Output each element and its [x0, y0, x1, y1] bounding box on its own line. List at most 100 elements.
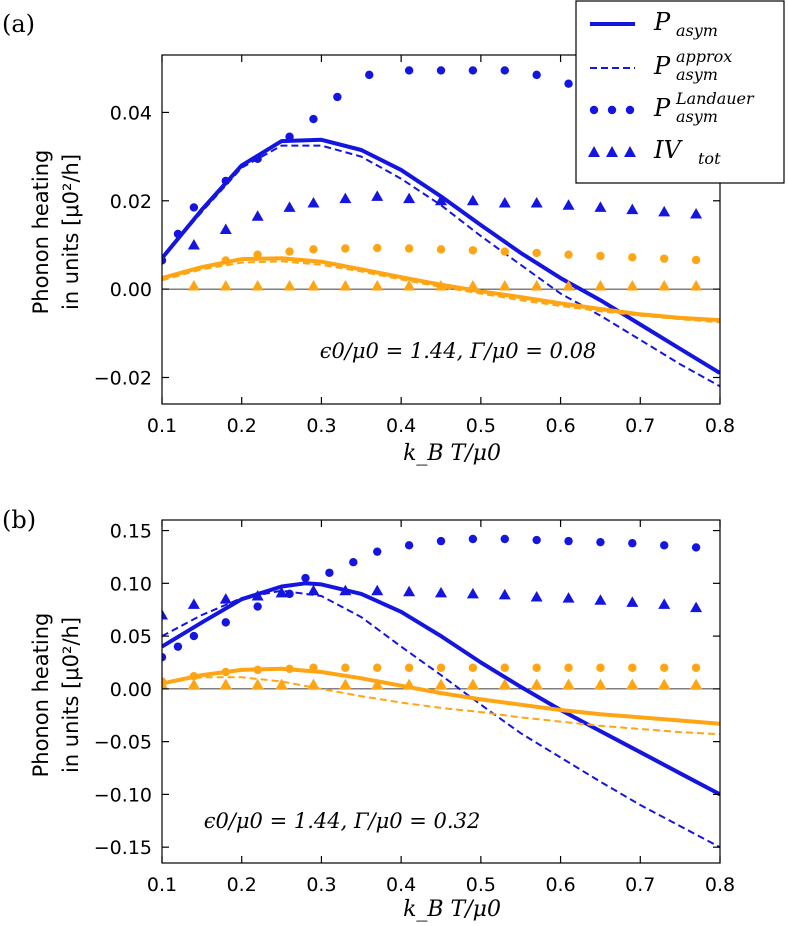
panel-a-series-blue-dots-point	[162, 256, 167, 265]
panel-a-series-blue-dots-point	[253, 154, 262, 164]
legend-item-dots: P Landauer asym	[589, 89, 755, 126]
panel-a-series-blue-dots-point	[173, 229, 183, 239]
panel-b-ylabel-line1: Phonon heating	[29, 613, 53, 778]
panel-b-series-orange-triangles-point	[251, 678, 264, 690]
panel-b-xtick-label: 0.2	[227, 874, 257, 896]
panel-a-series-blue-triangles-point	[251, 210, 264, 221]
panel-b-xtick-label: 0.5	[466, 874, 496, 896]
panel-a-series-orange-dots-point	[532, 248, 541, 258]
panel-b-series-blue-dots-point	[301, 573, 310, 583]
panel-b-series-orange-triangles-point	[594, 678, 607, 690]
panel-b-series-blue-triangles-point	[403, 585, 416, 597]
legend-label-sup: Landauer	[675, 89, 755, 108]
panel-b-series-orange-dots-point	[373, 663, 382, 672]
panel-a-xtick-label: 0.3	[306, 415, 336, 437]
panel-b-series-orange-dots-point	[341, 663, 350, 672]
panel-b-series-blue-dots-point	[404, 541, 414, 550]
panel-a-series-blue-triangles-point	[283, 201, 296, 212]
panel-a-ytick-label: −0.02	[94, 367, 152, 389]
panel-a-series-orange-dots-point	[221, 256, 230, 265]
panel-a-annotation: ϵ0/μ0 = 1.44, Γ/μ0 = 0.08	[320, 339, 597, 363]
panel-b-series-orange-dots-point	[253, 665, 262, 675]
panel-b-series-orange-triangles-point	[403, 678, 416, 690]
panel-b-series-blue-dots-point	[189, 631, 199, 641]
panel-a-series-orange-dots-point	[564, 250, 573, 259]
panel-a-series-orange-dots-point	[309, 245, 318, 254]
panel-b-series-blue-triangles-point	[162, 608, 168, 620]
panel-b-ytick-label: 0.05	[110, 626, 152, 648]
panel-b-series-blue-dots-point	[173, 642, 183, 651]
legend-item-triangles: IV tot	[588, 136, 721, 168]
panel-a-series-orange-triangles-point	[307, 280, 320, 291]
panel-b-series-orange-dots-point	[404, 663, 414, 672]
panel-a-series-blue-dots-point	[285, 132, 294, 141]
panel-b-xtick-label: 0.6	[545, 874, 575, 896]
panel-b-series-orange-dots-point	[500, 663, 509, 672]
panel-b-ytick-label: 0.10	[110, 573, 152, 595]
panel-b-series-orange-dots-point	[468, 663, 478, 672]
panel-a-series-blue-triangles-point	[403, 192, 416, 204]
panel-b-series-blue-dots-point	[564, 536, 573, 546]
panel-a-series-orange-triangles-point	[658, 280, 671, 291]
panel-a-xtick-label: 0.5	[466, 415, 496, 437]
panel-a-series-blue-triangles-point	[219, 223, 232, 234]
panel-b-series-blue-triangles-point	[251, 589, 264, 601]
panel-a-series-blue-dots-point	[365, 70, 374, 80]
panel-b-series-blue-dots-point	[325, 568, 334, 577]
panel-a-series-blue-triangles-point	[530, 196, 543, 208]
panel-a-plot: 0.1 0.2 0.3 0.4 0.5 0.6 0.7 0.8 −0.02 0.00 0.02 0.0…	[94, 54, 735, 437]
panel-a-series-blue-triangles-point	[498, 196, 511, 208]
panel-a-series-orange-dots-point	[373, 243, 382, 253]
panel-a-xlabel: k_B T/μ0	[403, 441, 501, 466]
panel-b-series-blue-triangles-point	[275, 586, 288, 598]
panel-b-series-orange-triangles-point	[658, 678, 671, 690]
panel-a-series-orange-dots-point	[436, 245, 446, 254]
panel-a-series-orange-dots-point	[500, 247, 509, 256]
panel-b-series-orange-dots-point	[691, 663, 701, 672]
panel-b-series-orange-dots-point	[564, 663, 573, 672]
panel-a-ytick-label: 0.02	[110, 191, 152, 213]
panel-a-series-orange-dots-point	[691, 255, 701, 265]
panel-b-ylabel-line2: in units [μ0²/h]	[59, 617, 83, 773]
panel-a-series-blue-triangles-point	[307, 196, 320, 208]
panel-b-series-orange-triangles-point	[339, 678, 352, 690]
panel-a-series-blue-dots-point	[532, 70, 541, 80]
panel-a-series-blue-triangles-point	[658, 205, 671, 217]
legend-label: IV tot	[653, 136, 721, 168]
legend-frame	[575, 0, 785, 184]
panel-b-ytick-label: −0.15	[94, 837, 152, 859]
panel-a-series-blue-dots-point	[189, 203, 199, 212]
panel-a-series-blue-dots-point	[564, 79, 573, 88]
panel-a-series-blue-triangles-point	[435, 194, 447, 206]
panel-b-plot: 0.1 0.2 0.3 0.4 0.5 0.6 0.7 0.8 −0.15 −0.10 −0.05 0…	[94, 519, 735, 896]
panel-b-series-orange-dots-point	[660, 663, 669, 672]
panel-b-tag: (b)	[2, 506, 36, 534]
panel-b-series-orange-triangles-point	[498, 678, 511, 690]
panel-b-series-blue-dots-point	[596, 537, 605, 547]
legend-dot-swatch	[625, 105, 635, 115]
panel-b-series-orange-dots-point	[309, 663, 318, 672]
panel-b-series-orange-triangles-point	[275, 678, 288, 690]
panel-b-series-blue-triangles-point	[626, 596, 639, 607]
panel-b-frame	[161, 519, 721, 864]
panel-b-series-blue-triangles-point	[466, 587, 479, 599]
panel-a-series-blue-triangles-point	[562, 199, 575, 210]
panel-b-series-orange-triangles-point	[187, 678, 200, 690]
panel-a-series-orange-triangles-point	[371, 280, 384, 291]
panel-b-series-blue-dots-point	[500, 534, 509, 544]
panel-b-ytick-label: −0.10	[94, 784, 152, 806]
panel-b-ytick-label: 0.15	[110, 521, 152, 543]
panel-b-xtick-label: 0.3	[306, 874, 336, 896]
panel-a-ylabel-line1: Phonon heating	[29, 150, 53, 315]
panel-a-series-orange-dots-point	[468, 246, 478, 255]
legend-triangle-swatch	[606, 146, 618, 157]
panel-b-xtick-label: 0.7	[625, 874, 655, 896]
legend-label: P Landauer asym	[653, 89, 755, 126]
panel-a-xtick-label: 0.8	[705, 415, 735, 437]
legend-label-main: P	[653, 8, 671, 36]
panel-b-series-blue-dots-point	[436, 536, 446, 546]
